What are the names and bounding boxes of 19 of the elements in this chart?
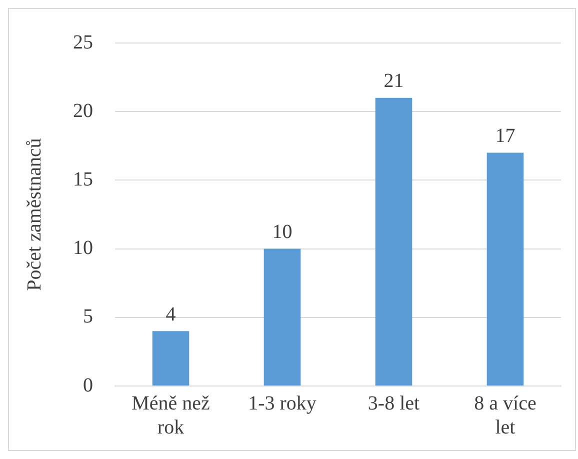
data-label: 21: [384, 70, 404, 92]
x-tick-label: 1-3 roky: [248, 392, 316, 414]
y-tick-label: 5: [83, 306, 93, 328]
x-tick-label: 8 a více let: [474, 392, 536, 438]
y-tick-label: 15: [73, 168, 93, 190]
bar: [264, 248, 301, 386]
y-tick-label: 25: [73, 31, 93, 54]
x-tick-label: Méně než rok: [132, 392, 210, 438]
data-label: 17: [495, 125, 516, 148]
y-tick-label: 0: [83, 374, 93, 396]
bar: [375, 98, 412, 386]
y-axis-title: Počet zaměstnanců: [23, 138, 46, 291]
bar: [152, 331, 190, 386]
x-tick-label: 3-8 let: [368, 392, 420, 414]
data-label: 4: [166, 303, 176, 326]
data-label: 10: [272, 221, 292, 244]
y-tick-label: 10: [73, 237, 93, 260]
y-tick-label: 20: [73, 100, 93, 122]
bar: [486, 152, 524, 386]
